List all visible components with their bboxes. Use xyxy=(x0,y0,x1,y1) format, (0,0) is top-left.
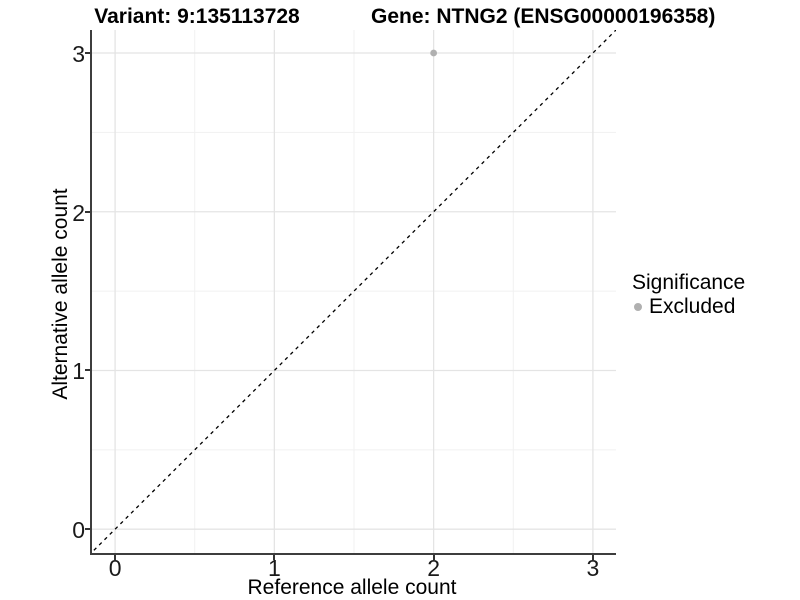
x-tick-mark xyxy=(591,555,594,560)
y-tick-mark xyxy=(85,210,90,213)
plot-title-variant: Variant: 9:135113728 xyxy=(94,5,300,28)
x-axis-title: Reference allele count xyxy=(247,576,457,599)
legend-entry: Excluded xyxy=(632,296,745,317)
x-tick-label: 0 xyxy=(108,555,122,581)
plot-panel xyxy=(90,30,616,555)
y-tick-mark xyxy=(85,369,90,372)
y-tick-mark xyxy=(85,528,90,531)
x-tick-label: 2 xyxy=(427,555,441,581)
y-tick-label: 3 xyxy=(72,41,85,67)
legend-title: Significance xyxy=(632,271,746,294)
x-tick-label: 1 xyxy=(267,555,281,581)
legend-point-icon xyxy=(634,302,642,311)
y-tick-mark xyxy=(85,52,90,54)
data-point xyxy=(430,49,438,57)
y-tick-label: 2 xyxy=(72,199,85,226)
y-tick-label: 0 xyxy=(72,517,85,544)
legend-label: Excluded xyxy=(649,295,736,318)
y-tick-label: 1 xyxy=(72,358,85,385)
x-tick-mark xyxy=(432,555,435,560)
legend: Significance Excluded xyxy=(632,272,745,317)
legend-entries: Excluded xyxy=(632,296,745,317)
x-tick-label: 3 xyxy=(586,555,600,581)
plot-canvas xyxy=(92,30,616,553)
x-tick-mark xyxy=(114,555,117,560)
x-tick-mark xyxy=(273,555,276,560)
plot-title-gene: Gene: NTNG2 (ENSG00000196358) xyxy=(371,5,716,28)
